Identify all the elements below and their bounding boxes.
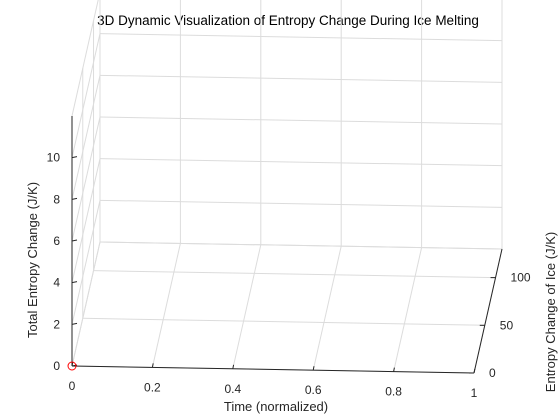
x-tick-label: 0.4 (224, 382, 241, 396)
y-tick-label: 50 (500, 318, 514, 332)
grid-line-side-z (71, 200, 101, 325)
z-tick-label: 0 (53, 359, 60, 373)
x-tick-label: 0.6 (305, 383, 322, 397)
grid-line-back-z (99, 116, 503, 125)
x-tick-label: 0.8 (385, 385, 402, 399)
x-tick-mark (71, 361, 74, 367)
grid-line-back-z (99, 199, 503, 208)
y-axis-label: Entropy Change of Ice (J/K) (543, 232, 558, 392)
x-tick-label: 0 (69, 379, 76, 393)
x-tick-mark (473, 368, 476, 374)
axes (71, 116, 503, 374)
grid-line-floor-x (151, 243, 181, 368)
grid-line-side-z (71, 0, 99, 117)
grid (71, 0, 503, 374)
grid-line-floor-y (99, 241, 503, 250)
grid-line-side-z (71, 158, 101, 283)
y-axis-line (473, 248, 503, 374)
grid-line-back-z (99, 33, 503, 42)
x-tick-mark (393, 367, 395, 372)
x-axis-label: Time (normalized) (224, 399, 328, 414)
x-tick-label: 1 (471, 386, 478, 400)
data-series (67, 361, 77, 371)
chart-title: 3D Dynamic Visualization of Entropy Chan… (97, 13, 479, 28)
grid-line-side-z (71, 241, 101, 367)
grid-line-floor-x (393, 247, 423, 372)
z-tick-label: 8 (53, 192, 60, 206)
grid-line-side-z (71, 116, 101, 242)
z-tick-label: 6 (53, 234, 60, 248)
z-tick-label: 4 (53, 276, 60, 290)
x-tick-mark (151, 363, 154, 368)
z-axis-label: Total Entropy Change (J/K) (25, 182, 40, 338)
z-tick-mark (71, 281, 78, 284)
x-tick-label: 0.2 (144, 380, 161, 394)
grid-line-floor-x (312, 246, 342, 371)
y-tick-label: 100 (511, 271, 531, 285)
x-tick-mark (312, 366, 315, 371)
grid-line-side-z (71, 33, 101, 158)
grid-line-side-z (71, 75, 101, 200)
grid-line-floor-y (82, 317, 485, 326)
z-tick-mark (71, 156, 78, 159)
grid-line-floor-y (93, 270, 496, 279)
z-tick-mark (71, 239, 78, 242)
x-tick-mark (232, 364, 235, 369)
grid-line-back-z (99, 74, 503, 83)
grid-line-back-z (99, 158, 503, 167)
z-tick-label: 2 (53, 317, 60, 331)
grid-line-floor-x (232, 244, 262, 369)
data-point-marker (67, 361, 77, 371)
z-tick-label: 10 (47, 151, 61, 165)
y-tick-label: 0 (489, 366, 496, 380)
z-tick-mark (71, 322, 78, 325)
z-tick-mark (71, 197, 78, 200)
x-axis-line (71, 365, 475, 374)
